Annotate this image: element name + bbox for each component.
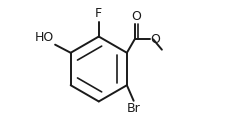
Text: HO: HO bbox=[35, 31, 54, 44]
Text: O: O bbox=[150, 33, 160, 46]
Text: F: F bbox=[95, 7, 102, 20]
Text: Br: Br bbox=[126, 102, 140, 115]
Text: O: O bbox=[131, 10, 140, 23]
